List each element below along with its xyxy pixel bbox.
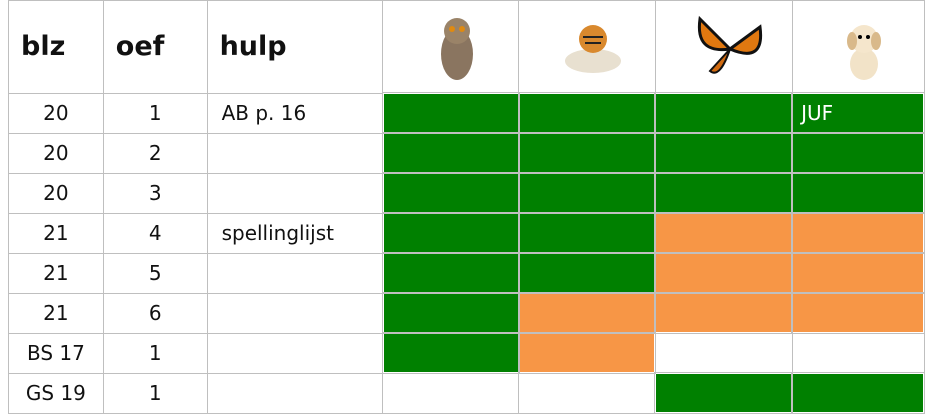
- blz-cell: 21: [9, 213, 104, 253]
- status-cell: [792, 293, 924, 333]
- status-cell: [655, 133, 792, 173]
- animal-header: [792, 1, 924, 94]
- animal-icon: [690, 9, 770, 84]
- status-cell: [519, 373, 656, 413]
- animal-header: [519, 1, 656, 94]
- status-cell: [655, 333, 792, 373]
- status-cell: [792, 253, 924, 293]
- header-cell: oef: [103, 1, 207, 94]
- hulp-cell: [207, 133, 383, 173]
- status-cell: [383, 373, 519, 413]
- status-cell: [383, 333, 519, 373]
- status-cell: [519, 133, 656, 173]
- oef-cell: 6: [103, 293, 207, 333]
- status-cell: [792, 133, 924, 173]
- status-cell: [519, 333, 656, 373]
- status-cell: [383, 253, 519, 293]
- status-cell: [519, 213, 656, 253]
- animal-icon: [553, 9, 633, 84]
- oef-cell: 3: [103, 173, 207, 213]
- status-cell: [655, 293, 792, 333]
- status-cell: [655, 253, 792, 293]
- header-cell: hulp: [207, 1, 383, 94]
- status-cell: [519, 93, 656, 133]
- status-cell: [655, 173, 792, 213]
- oef-cell: 4: [103, 213, 207, 253]
- status-cell: [383, 93, 519, 133]
- hulp-cell: [207, 293, 383, 333]
- hulp-cell: spellinglijst: [207, 213, 383, 253]
- oef-cell: 1: [103, 373, 207, 413]
- status-cell: [383, 133, 519, 173]
- status-cell: [519, 173, 656, 213]
- oef-cell: 1: [103, 333, 207, 373]
- hulp-cell: AB p. 16: [207, 93, 383, 133]
- status-cell: [792, 213, 924, 253]
- hulp-cell: [207, 253, 383, 293]
- status-cell: [655, 213, 792, 253]
- hulp-cell: [207, 173, 383, 213]
- status-cell: [519, 253, 656, 293]
- oef-cell: 2: [103, 133, 207, 173]
- blz-cell: 21: [9, 293, 104, 333]
- hulp-cell: [207, 333, 383, 373]
- blz-cell: 20: [9, 173, 104, 213]
- hulp-cell: [207, 373, 383, 413]
- oef-cell: 1: [103, 93, 207, 133]
- header-cell: blz: [9, 1, 104, 94]
- status-cell: [792, 333, 924, 373]
- animal-header: [655, 1, 792, 94]
- animal-icon: [417, 9, 497, 84]
- blz-cell: GS 19: [9, 373, 104, 413]
- blz-cell: 21: [9, 253, 104, 293]
- blz-cell: 20: [9, 133, 104, 173]
- animal-header: [383, 1, 519, 94]
- status-cell: JUF: [792, 93, 924, 133]
- blz-cell: BS 17: [9, 333, 104, 373]
- status-cell: [383, 173, 519, 213]
- blz-cell: 20: [9, 93, 104, 133]
- status-cell: [655, 93, 792, 133]
- oef-cell: 5: [103, 253, 207, 293]
- status-cell: [519, 293, 656, 333]
- status-cell: [383, 293, 519, 333]
- animal-icon: [824, 9, 904, 84]
- status-cell: [792, 173, 924, 213]
- status-cell: [383, 213, 519, 253]
- status-cell: [792, 373, 924, 413]
- status-cell: [655, 373, 792, 413]
